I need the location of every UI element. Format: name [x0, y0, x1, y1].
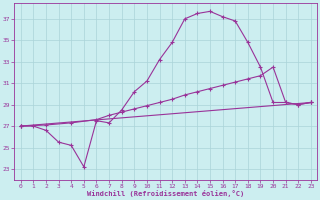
X-axis label: Windchill (Refroidissement éolien,°C): Windchill (Refroidissement éolien,°C) — [87, 190, 244, 197]
